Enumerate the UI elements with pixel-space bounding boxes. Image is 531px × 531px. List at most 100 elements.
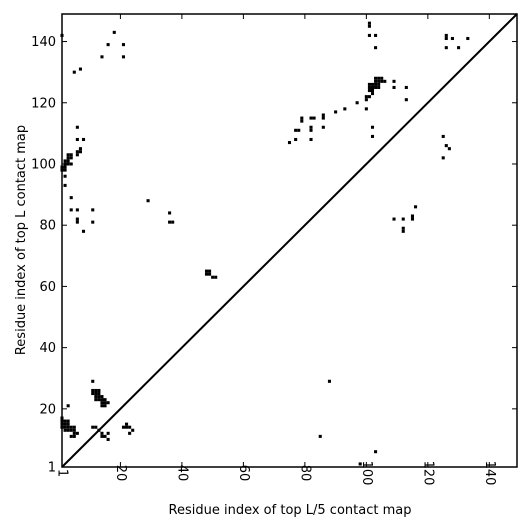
contact-point <box>125 422 129 426</box>
contact-point <box>287 141 292 145</box>
contact-point <box>447 147 451 151</box>
contact-point <box>91 379 95 383</box>
contact-point <box>103 404 107 408</box>
contact-point <box>367 82 371 86</box>
contact-point <box>364 98 368 102</box>
contact-point <box>392 85 396 89</box>
contact-point <box>321 125 325 129</box>
contact-point <box>309 128 313 132</box>
contact-point <box>168 220 172 224</box>
contact-point <box>450 36 454 41</box>
contact-point <box>370 125 375 129</box>
contact-point <box>91 208 95 212</box>
contact-point <box>171 220 175 224</box>
contact-point <box>94 398 98 402</box>
contact-point <box>309 125 313 129</box>
contact-point <box>334 110 338 114</box>
contact-point <box>358 462 362 466</box>
x-axis-label: Residue index of top L/5 contact map <box>169 503 412 518</box>
contact-point <box>294 128 298 132</box>
contact-point <box>63 425 67 429</box>
diagonal-line <box>61 13 518 468</box>
y-tick-label: 100 <box>31 157 56 172</box>
x-tick-label: 20 <box>113 465 128 482</box>
contact-point <box>112 30 116 34</box>
contact-point <box>75 220 79 224</box>
contact-point <box>380 76 384 80</box>
y-tick-label: 120 <box>31 96 56 111</box>
contact-point <box>100 395 104 399</box>
x-tick-label: 60 <box>236 465 251 482</box>
y-axis-label: Residue index of top L contact map <box>14 125 29 355</box>
contact-point <box>81 229 86 233</box>
contact-point <box>211 275 215 279</box>
contact-point <box>78 147 82 151</box>
contact-point <box>69 428 73 432</box>
contact-point <box>297 128 301 132</box>
contact-point <box>66 425 70 429</box>
contact-point <box>441 134 445 138</box>
contact-point <box>370 88 375 93</box>
contact-point <box>204 272 209 276</box>
contact-point <box>69 153 73 157</box>
contact-point <box>444 46 448 50</box>
contact-point <box>75 150 79 154</box>
contact-point <box>367 85 371 89</box>
contact-point <box>404 85 408 89</box>
contact-points <box>60 21 470 466</box>
contact-point <box>69 156 73 160</box>
contact-point <box>208 272 212 276</box>
contact-point <box>97 388 101 393</box>
contact-point <box>367 21 371 25</box>
contact-point <box>364 95 368 99</box>
contact-point <box>414 205 418 209</box>
contact-point <box>121 425 126 429</box>
contact-point <box>100 404 104 408</box>
contact-point <box>63 174 67 178</box>
contact-point <box>100 431 104 435</box>
contact-point <box>78 150 82 154</box>
contact-point <box>66 153 70 157</box>
y-tick-label: 20 <box>39 402 56 417</box>
contact-point <box>75 153 79 157</box>
contact-point <box>214 275 218 279</box>
contact-point <box>69 434 73 438</box>
contact-point <box>380 79 384 83</box>
plot-frame <box>61 13 518 468</box>
contact-point <box>367 33 371 37</box>
y-tick-label: 1 <box>48 461 56 476</box>
contact-point <box>106 401 110 405</box>
contact-point <box>392 217 396 221</box>
x-tick-label: 80 <box>297 465 312 482</box>
contact-point <box>377 79 381 83</box>
contact-point <box>300 116 304 120</box>
contact-point <box>312 116 316 120</box>
contact-point <box>91 388 95 393</box>
contact-point <box>309 137 313 142</box>
contact-point <box>75 125 79 129</box>
contact-point <box>69 162 73 166</box>
contact-point <box>81 137 86 142</box>
contact-point <box>63 159 67 163</box>
contact-point <box>377 76 381 80</box>
contact-point <box>103 398 107 402</box>
contact-point <box>355 101 359 105</box>
contact-point <box>91 220 95 224</box>
contact-point <box>392 79 396 83</box>
contact-point <box>146 199 150 203</box>
contact-point <box>63 165 67 169</box>
contact-point <box>367 88 371 93</box>
contact-point <box>401 229 405 233</box>
contact-point <box>106 437 110 441</box>
contact-point <box>383 79 387 83</box>
contact-point <box>69 196 73 200</box>
contact-point <box>327 379 331 383</box>
contact-point <box>374 76 378 80</box>
contact-point <box>100 434 104 438</box>
contact-point <box>457 46 461 50</box>
contact-point <box>106 431 110 435</box>
contact-point <box>72 428 76 432</box>
contact-point <box>94 388 98 393</box>
x-tick-label: 40 <box>174 465 189 482</box>
